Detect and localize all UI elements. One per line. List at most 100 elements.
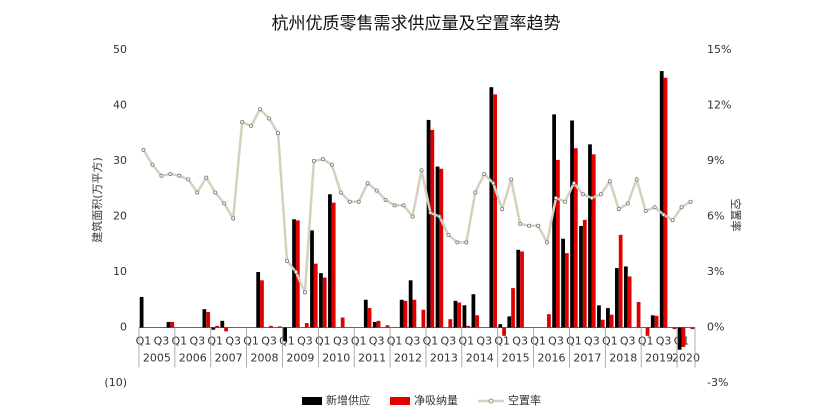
bar <box>502 327 506 336</box>
y-tick-label: 20 <box>113 210 127 223</box>
line-marker <box>302 290 307 295</box>
x-group-label: 2011 <box>358 352 386 365</box>
line-marker <box>311 158 316 163</box>
x-tick-label: Q3 <box>584 335 600 348</box>
bar <box>547 314 551 328</box>
bar <box>376 320 381 328</box>
bar <box>421 309 426 328</box>
line-marker <box>267 116 272 121</box>
bar <box>650 315 655 328</box>
line-marker <box>365 181 370 186</box>
line-marker <box>482 171 487 176</box>
line-marker <box>571 181 576 186</box>
bar <box>206 311 211 328</box>
bar <box>677 327 682 350</box>
y-tick-label: 30 <box>113 154 127 167</box>
line-marker <box>383 197 388 202</box>
bar <box>659 71 664 328</box>
bar <box>471 294 476 328</box>
y-tick-label: 50 <box>113 43 127 56</box>
bar <box>457 302 462 328</box>
bar <box>600 319 605 328</box>
x-tick-label: Q3 <box>620 335 636 348</box>
legend-label: 空置率 <box>508 393 541 407</box>
line-marker <box>410 214 415 219</box>
line-marker <box>401 203 406 208</box>
x-group-label: 2010 <box>322 352 350 365</box>
x-tick-label: Q3 <box>297 335 313 348</box>
bar <box>597 305 601 328</box>
x-tick-label: Q1 <box>566 335 582 348</box>
bar <box>304 323 309 328</box>
line-marker <box>159 173 164 178</box>
line-marker <box>652 205 657 210</box>
line-marker <box>562 199 567 204</box>
bar <box>462 305 467 328</box>
y-axis-title: 建筑面积(万平方) <box>90 157 104 243</box>
y2-tick-label: 6% <box>707 210 724 223</box>
bar <box>340 317 345 328</box>
bar <box>618 234 623 328</box>
line-marker <box>688 199 693 204</box>
x-group-label: 2006 <box>179 352 207 365</box>
bar <box>579 225 583 328</box>
bar <box>439 168 444 328</box>
x-group-label: 2012 <box>394 352 422 365</box>
line-marker <box>661 212 666 217</box>
line-marker <box>275 131 280 136</box>
line-marker <box>150 162 155 167</box>
x-group-label: 2014 <box>466 352 494 365</box>
line-marker <box>509 177 514 182</box>
line-marker <box>437 214 442 219</box>
y-tick-label: 0 <box>120 321 127 334</box>
y-tick-label: 40 <box>113 99 127 112</box>
bar <box>139 296 144 328</box>
x-tick-label: Q1 <box>315 335 331 348</box>
bar <box>269 325 273 328</box>
bar <box>663 77 668 328</box>
line-marker <box>598 192 603 197</box>
x-tick-label: Q3 <box>154 335 170 348</box>
line-marker <box>392 203 397 208</box>
bar <box>202 309 207 328</box>
y2-tick-label: 9% <box>707 154 724 167</box>
bar <box>489 87 494 328</box>
line-marker <box>356 199 361 204</box>
bar <box>215 325 219 328</box>
y-tick-label: (10) <box>104 376 127 389</box>
bar <box>426 119 431 328</box>
bar <box>408 280 413 328</box>
line-marker <box>491 181 496 186</box>
legend-label: 新增供应 <box>326 393 370 407</box>
bar <box>654 315 659 328</box>
bar <box>430 129 435 328</box>
bar <box>627 276 632 328</box>
bar <box>292 219 296 328</box>
y2-axis-title: 空置率 <box>729 199 743 232</box>
line-marker <box>240 120 245 125</box>
line-marker <box>141 147 146 152</box>
bar <box>623 266 628 328</box>
bar <box>313 263 318 328</box>
bar <box>582 219 587 328</box>
line-marker <box>554 195 559 200</box>
legend-swatch <box>488 398 494 404</box>
y2-tick-label: 0% <box>707 321 724 334</box>
line-marker <box>616 207 621 212</box>
bar <box>211 327 216 330</box>
x-group-label: 2007 <box>215 352 243 365</box>
line-marker <box>258 107 263 112</box>
bar <box>372 321 377 328</box>
bar <box>412 299 417 328</box>
bar <box>328 194 332 328</box>
line-marker <box>625 201 630 206</box>
line <box>142 107 692 293</box>
x-tick-label: Q3 <box>656 335 672 348</box>
y2-tick-label: -3% <box>707 376 728 389</box>
line-marker <box>536 223 541 228</box>
line-marker <box>168 171 173 176</box>
x-group-label: 2016 <box>538 352 566 365</box>
line-marker <box>186 177 191 182</box>
legend-label: 净吸纳量 <box>414 393 458 407</box>
